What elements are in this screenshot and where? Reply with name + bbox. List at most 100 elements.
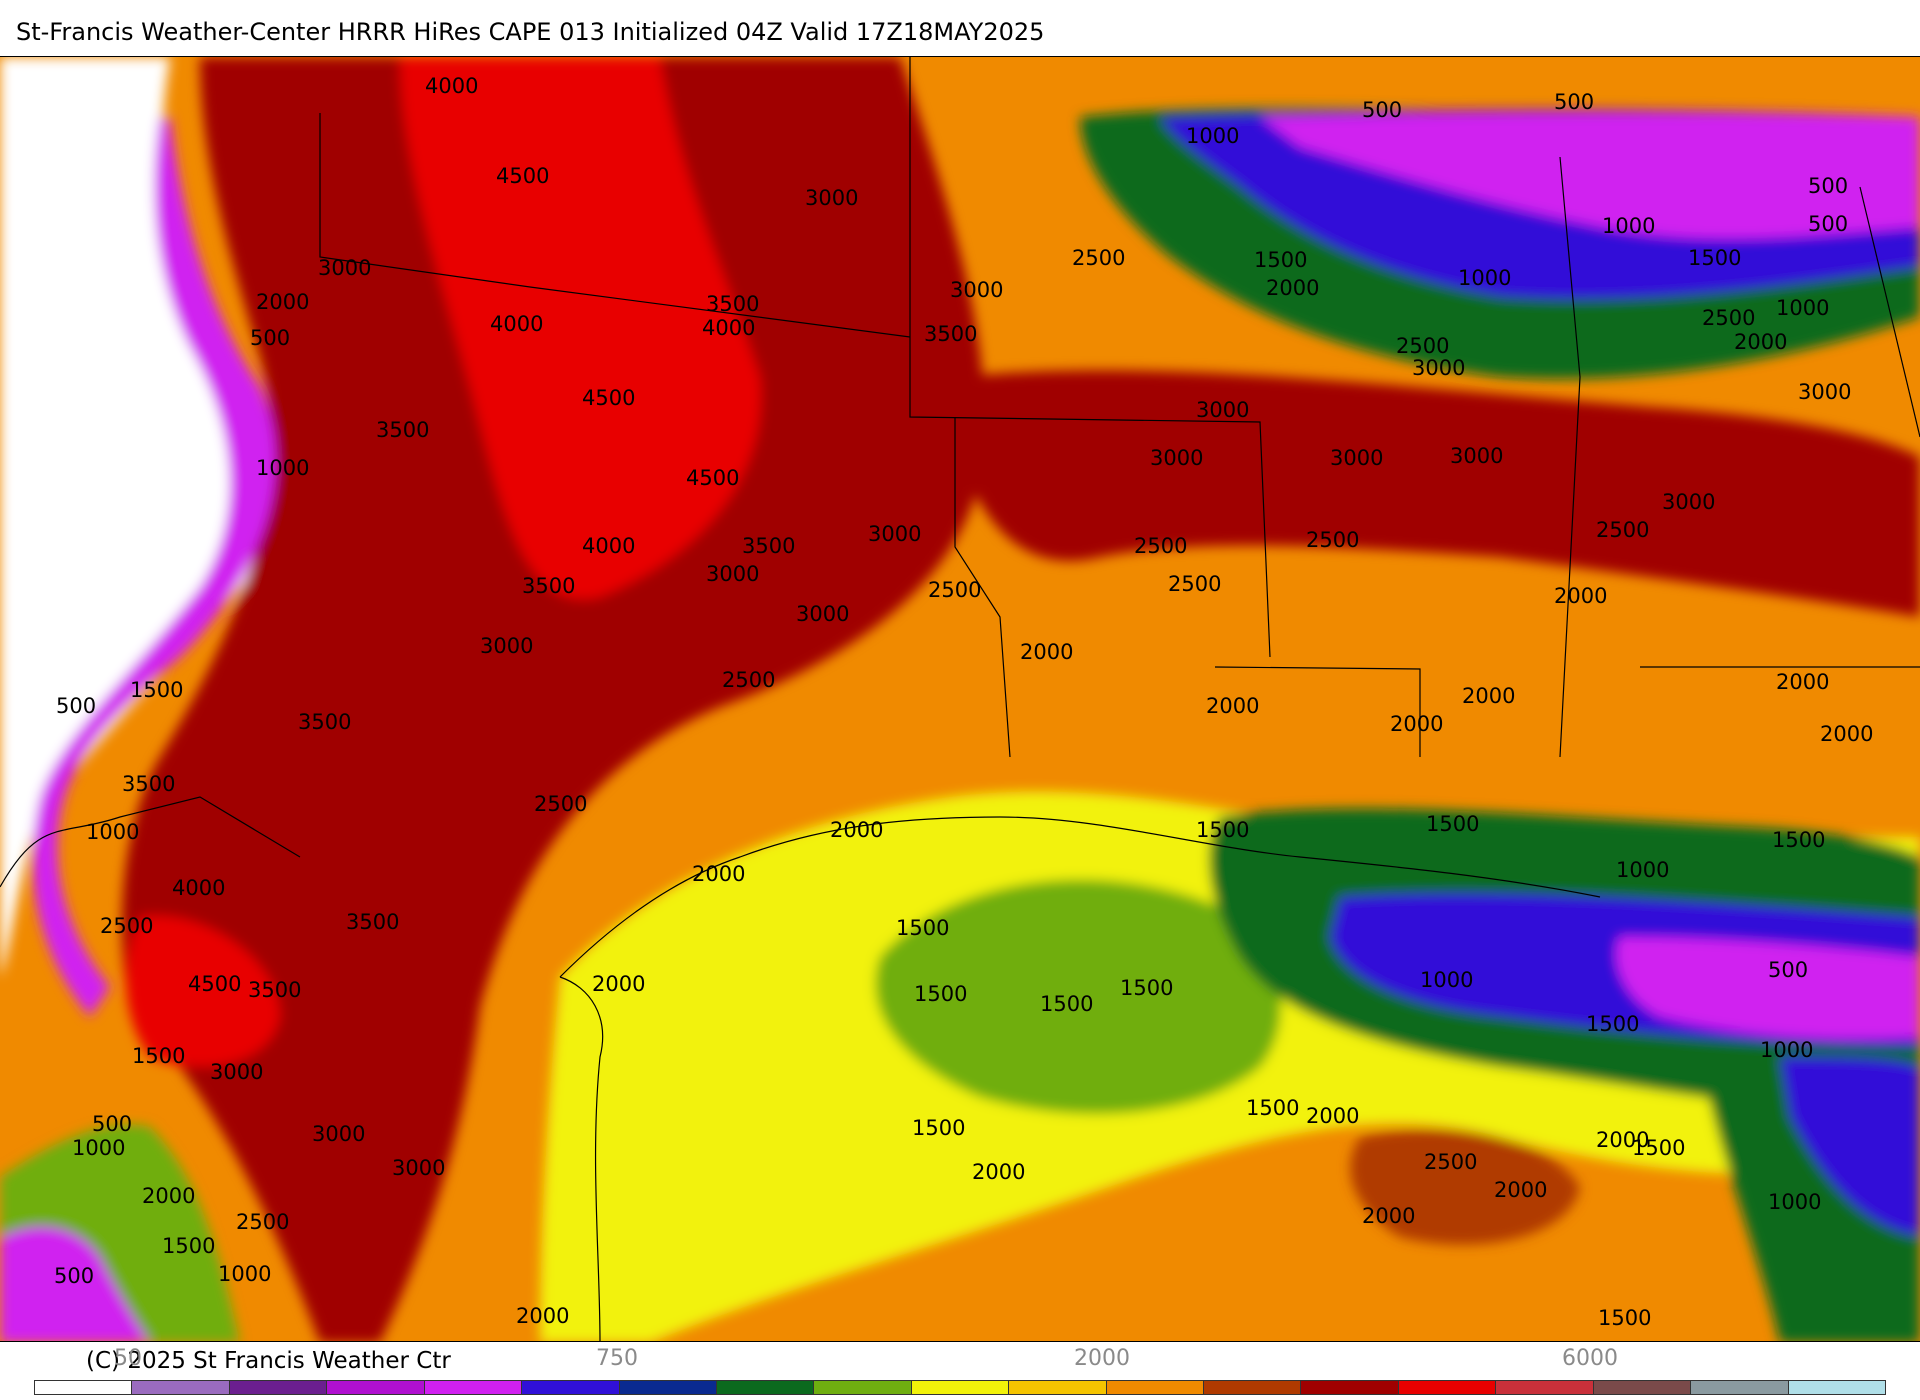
contour-label: 2000 <box>1554 584 1607 608</box>
contour-label: 1500 <box>1246 1096 1299 1120</box>
colorbar-swatch <box>911 1381 1010 1394</box>
contour-label: 2000 <box>1820 722 1873 746</box>
contour-label: 2500 <box>100 914 153 938</box>
contour-label: 3000 <box>1412 356 1465 380</box>
colorbar-swatch <box>35 1381 133 1394</box>
colorbar-swatch <box>327 1381 425 1394</box>
contour-label: 1500 <box>162 1234 215 1258</box>
contour-label: 3000 <box>210 1060 263 1084</box>
contour-label: 3500 <box>924 322 977 346</box>
contour-label: 4500 <box>496 164 549 188</box>
colorbar-swatch <box>522 1381 620 1394</box>
colorbar-swatch <box>814 1381 912 1394</box>
contour-label: 2000 <box>1362 1204 1415 1228</box>
contour-label: 2000 <box>1596 1128 1649 1152</box>
contour-label: 2500 <box>722 668 775 692</box>
colorbar-swatch <box>1691 1381 1789 1394</box>
contour-label: 2000 <box>1266 276 1319 300</box>
contour-label: 3000 <box>868 522 921 546</box>
contour-label: 2000 <box>1306 1104 1359 1128</box>
contour-label: 3500 <box>346 910 399 934</box>
contour-label: 1000 <box>1616 858 1669 882</box>
contour-label: 1500 <box>1254 248 1307 272</box>
contour-label: 3000 <box>805 186 858 210</box>
contour-label: 1500 <box>1120 976 1173 1000</box>
colorbar-swatch <box>1398 1381 1497 1394</box>
contour-label: 3500 <box>298 710 351 734</box>
colorbar-swatch <box>1788 1381 1886 1394</box>
contour-label: 2000 <box>692 862 745 886</box>
map-title: St-Francis Weather-Center HRRR HiRes CAP… <box>16 18 1045 46</box>
contour-label: 500 <box>1768 958 1808 982</box>
contour-label: 1500 <box>1772 828 1825 852</box>
contour-label: 4000 <box>702 316 755 340</box>
contour-label: 1500 <box>914 982 967 1006</box>
contour-label: 500 <box>56 694 96 718</box>
colorbar-swatch <box>619 1381 717 1394</box>
contour-label: 1000 <box>256 456 309 480</box>
colorbar-swatch <box>424 1381 523 1394</box>
contour-label: 2500 <box>1596 518 1649 542</box>
cape-map: 4000 4500 3000 3000 2500 1000 500 500 500 500 1000… <box>0 56 1920 1342</box>
contour-label: 1500 <box>1586 1012 1639 1036</box>
contour-label: 2000 <box>1734 330 1787 354</box>
colorbar-tick-label: 750 <box>596 1346 638 1371</box>
colorbar-tick-label: 50 <box>114 1346 142 1371</box>
contour-label: 1500 <box>896 916 949 940</box>
contour-label: 4000 <box>490 312 543 336</box>
contour-label: 2500 <box>236 1210 289 1234</box>
contour-label: 3500 <box>522 574 575 598</box>
contour-label: 2000 <box>1462 684 1515 708</box>
contour-label: 4000 <box>582 534 635 558</box>
contour-label: 500 <box>92 1112 132 1136</box>
contour-label: 500 <box>1554 90 1594 114</box>
contour-label: 2000 <box>1390 712 1443 736</box>
contour-label: 1500 <box>1688 246 1741 270</box>
colorbar-tick-label: 2000 <box>1074 1346 1130 1371</box>
contour-label: 2500 <box>1424 1150 1477 1174</box>
colorbar-swatch <box>1009 1381 1107 1394</box>
colorbar-swatch <box>1106 1381 1205 1394</box>
contour-label: 3500 <box>248 978 301 1002</box>
contour-label: 2000 <box>1206 694 1259 718</box>
contour-label: 2500 <box>1306 528 1359 552</box>
contour-label: 4500 <box>686 466 739 490</box>
contour-label: 1000 <box>1186 124 1239 148</box>
contour-label: 3000 <box>1662 490 1715 514</box>
colorbar-swatch <box>1204 1381 1302 1394</box>
contour-label: 2000 <box>142 1184 195 1208</box>
contour-label: 2500 <box>534 792 587 816</box>
contour-label: 1500 <box>132 1044 185 1068</box>
contour-label: 3500 <box>122 772 175 796</box>
contour-label: 1000 <box>1458 266 1511 290</box>
contour-label: 2000 <box>1494 1178 1547 1202</box>
contour-label: 1500 <box>1426 812 1479 836</box>
contour-label: 1000 <box>1760 1038 1813 1062</box>
contour-label: 3000 <box>1798 380 1851 404</box>
contour-label: 1500 <box>1632 1136 1685 1160</box>
contour-label: 3500 <box>742 534 795 558</box>
contour-label: 500 <box>1808 174 1848 198</box>
contour-label: 1000 <box>1768 1190 1821 1214</box>
contour-label: 2000 <box>830 818 883 842</box>
contour-label: 1500 <box>912 1116 965 1140</box>
contour-label: 3500 <box>706 292 759 316</box>
contour-label: 500 <box>1808 212 1848 236</box>
state-boundaries <box>0 57 1920 1341</box>
contour-label: 3000 <box>318 256 371 280</box>
contour-label: 1000 <box>1776 296 1829 320</box>
contour-label: 4500 <box>188 972 241 996</box>
contour-label: 2500 <box>1168 572 1221 596</box>
contour-label: 4500 <box>582 386 635 410</box>
contour-label: 3500 <box>376 418 429 442</box>
contour-label: 500 <box>250 326 290 350</box>
contour-label: 1500 <box>1598 1306 1651 1330</box>
copyright-text: (C) 2025 St Francis Weather Ctr <box>86 1348 451 1374</box>
contour-label: 3000 <box>1330 446 1383 470</box>
contour-label: 2500 <box>1134 534 1187 558</box>
contour-label: 3000 <box>950 278 1003 302</box>
contour-label: 2500 <box>1396 334 1449 358</box>
contour-label: 3000 <box>1150 446 1203 470</box>
